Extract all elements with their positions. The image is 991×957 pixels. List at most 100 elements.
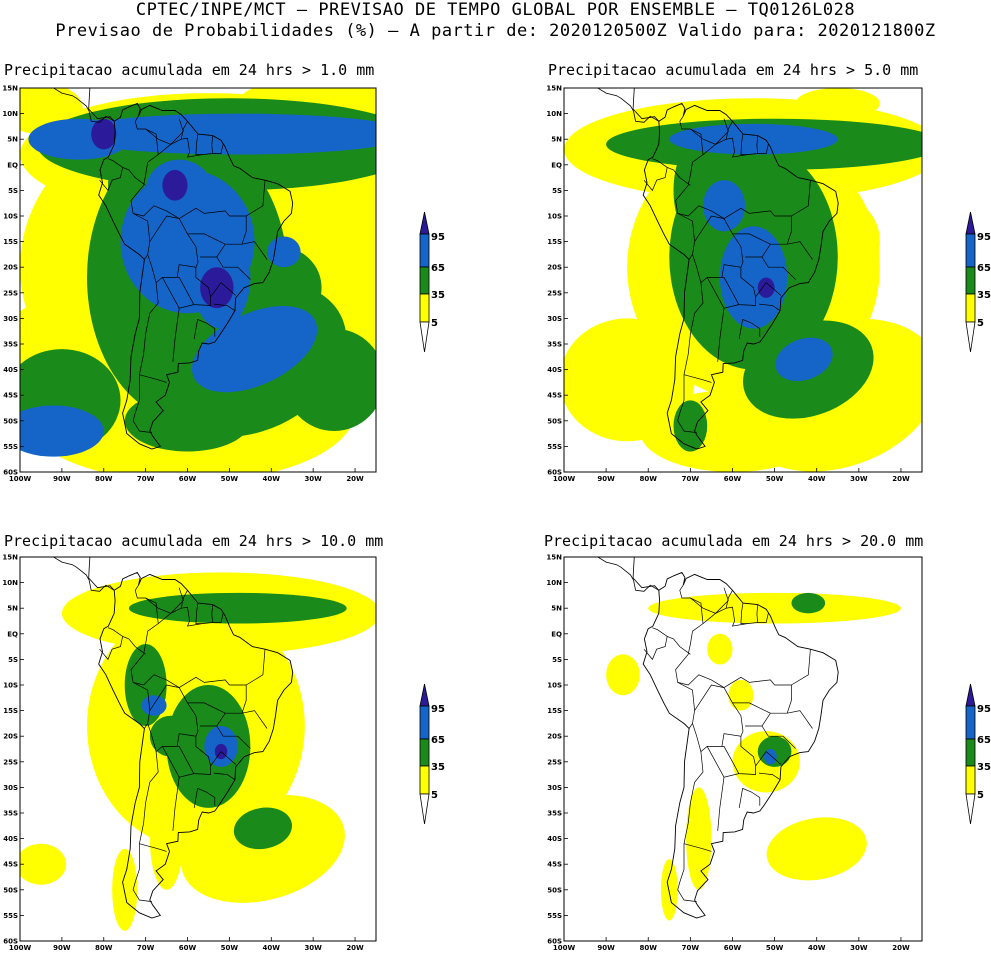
country-border [130, 585, 159, 729]
country-border [723, 207, 775, 219]
probability-region [124, 390, 251, 452]
lon-tick-label: 30W [850, 944, 868, 952]
lat-tick-label: 10S [3, 682, 18, 690]
lon-tick-label: 40W [263, 944, 281, 952]
lon-tick-label: 90W [53, 944, 71, 952]
legend-swatch [419, 738, 430, 767]
lon-tick-label: 80W [95, 944, 113, 952]
coastline [642, 571, 839, 919]
country-border [706, 746, 739, 778]
lon-tick-label: 100W [553, 475, 576, 483]
map-frame [19, 556, 377, 942]
probability-region [606, 654, 640, 696]
legend-swatch [965, 765, 976, 795]
probability-region [112, 848, 138, 931]
country-border [139, 374, 167, 383]
country-border [130, 116, 159, 260]
legend-tick-label: 65 [431, 735, 445, 746]
lat-tick-label: EQ [7, 630, 18, 638]
country-border [756, 135, 759, 154]
lat-tick-label: 30S [547, 784, 562, 792]
lon-tick-label: 40W [808, 944, 826, 952]
lat-tick-label: 5N [551, 605, 562, 613]
country-border [791, 649, 811, 686]
country-border [180, 121, 224, 158]
lat-tick-label: 20S [3, 733, 18, 741]
lon-tick-label: 70W [137, 944, 155, 952]
probability-region [149, 715, 192, 757]
country-border [179, 676, 230, 688]
country-border [193, 787, 216, 808]
lat-tick-label: 40S [547, 835, 562, 843]
lat-tick-label: 60S [547, 469, 562, 477]
lon-tick-label: 60W [179, 475, 197, 483]
probability-region [149, 787, 184, 890]
lon-tick-label: 40W [263, 475, 281, 483]
country-border [643, 627, 668, 661]
country-border [172, 308, 180, 362]
legend-swatch [965, 738, 976, 767]
lon-tick-label: 50W [766, 944, 784, 952]
country-border [755, 282, 782, 298]
lat-tick-label: 45S [547, 392, 562, 400]
map-frame [19, 87, 377, 473]
panel-2-legend: 95 65 35 5 [965, 211, 991, 353]
country-border [721, 267, 756, 306]
country-border [732, 233, 771, 245]
probability-region [764, 749, 777, 765]
lat-tick-label: 45S [3, 392, 18, 400]
legend-swatch [965, 233, 976, 268]
country-border [738, 318, 761, 339]
country-border [677, 674, 725, 688]
country-border [246, 180, 266, 217]
legend-swatch [419, 211, 430, 235]
map-frame [563, 87, 923, 473]
lon-tick-label: 20W [892, 944, 910, 952]
lat-tick-label: 5S [8, 187, 18, 195]
country-border [172, 777, 180, 831]
lat-tick-label: EQ [7, 161, 18, 169]
country-border [740, 603, 748, 624]
lat-tick-label: EQ [551, 161, 562, 169]
lat-tick-label: 30S [547, 315, 562, 323]
lat-tick-label: 55S [547, 443, 562, 451]
country-border [193, 318, 216, 339]
country-border [723, 676, 775, 688]
panel-1-map: 15N 10N 5N EQ 5S 10S 15S 20S 25S 30S 35S 40S 45S 50S 5… [0, 85, 380, 486]
country-border [241, 241, 268, 260]
country-border [180, 590, 224, 627]
probability-region [795, 88, 880, 119]
lon-tick-label: 60W [724, 475, 742, 483]
lat-tick-label: 10S [3, 213, 18, 221]
lon-tick-label: 80W [640, 944, 658, 952]
probability-region [162, 169, 188, 201]
lon-tick-label: 80W [640, 475, 658, 483]
legend-tick-label: 5 [977, 790, 984, 801]
lat-tick-label: 35S [547, 341, 562, 349]
lon-tick-label: 20W [892, 475, 910, 483]
country-border [133, 205, 180, 219]
country-border [755, 751, 782, 767]
probability-region [673, 400, 708, 452]
legend-swatch [419, 683, 430, 707]
country-border [241, 710, 268, 729]
country-border [210, 282, 236, 298]
probability-region [669, 123, 838, 155]
country-border [690, 118, 729, 145]
legend-tick-label: 5 [977, 318, 984, 329]
country-border [99, 158, 123, 192]
legend-swatch [419, 293, 430, 323]
country-border [162, 277, 194, 309]
coastline [52, 88, 115, 123]
probability-region [283, 328, 376, 432]
lat-tick-label: 45S [547, 861, 562, 869]
lat-tick-label: 5S [552, 656, 562, 664]
lat-tick-label: 25S [3, 289, 18, 297]
lat-tick-label: 15N [2, 85, 18, 93]
probability-region [766, 817, 867, 881]
lat-tick-label: 20S [547, 264, 562, 272]
lat-tick-label: 15N [546, 554, 562, 562]
country-border [787, 710, 813, 729]
lat-tick-label: 50S [547, 886, 562, 894]
lon-tick-label: 70W [682, 475, 700, 483]
